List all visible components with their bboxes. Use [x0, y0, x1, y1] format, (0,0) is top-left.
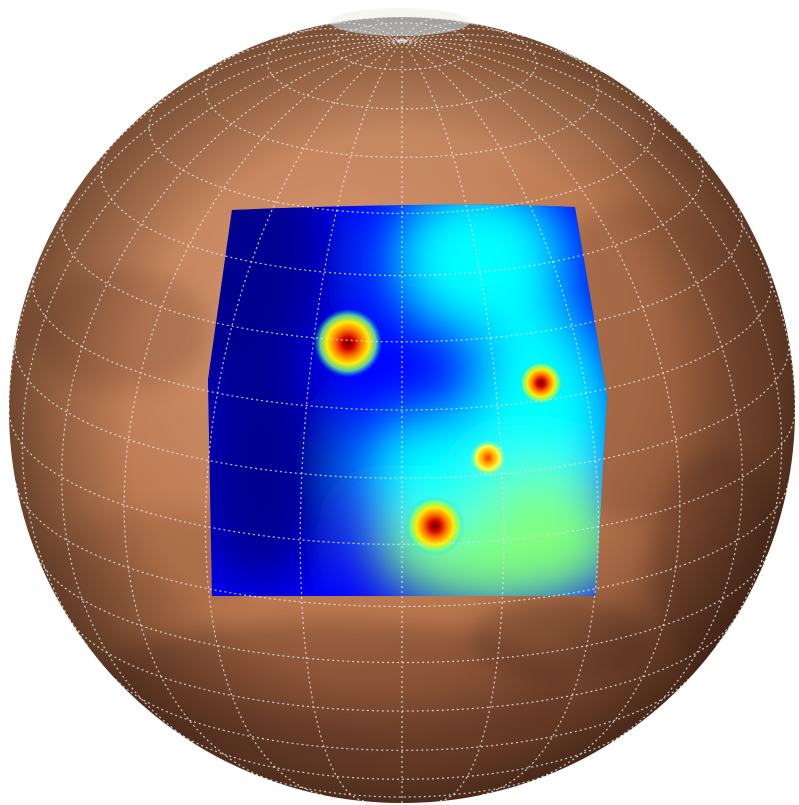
parallel-line	[148, 91, 656, 215]
meridian-line	[367, 18, 403, 42]
meridian-line	[61, 40, 403, 743]
meridian-line	[401, 22, 476, 42]
meridian-line	[401, 40, 600, 796]
parallel-line	[100, 143, 704, 277]
meridian-line	[401, 40, 783, 646]
hotspot-south	[405, 496, 465, 556]
meridian-line	[204, 40, 403, 796]
heatmap-overlay	[208, 204, 607, 596]
meridian-line	[401, 28, 524, 42]
meridian-line	[123, 40, 403, 782]
hotspot-center	[470, 440, 506, 476]
hotspot-east	[519, 361, 563, 405]
parallel-line	[266, 17, 538, 110]
hotspot-northwest	[314, 309, 382, 377]
meridian-line	[21, 40, 403, 646]
meridian-line	[401, 40, 743, 743]
parallel-line	[174, 730, 630, 780]
meridian-line	[280, 28, 403, 42]
meridian-line	[328, 22, 403, 42]
parallel-line	[32, 270, 772, 411]
meridian-line	[94, 38, 403, 166]
graticule	[9, 17, 795, 803]
meridian-line	[401, 18, 437, 42]
meridian-line	[401, 40, 681, 782]
meridian-line	[401, 33, 603, 73]
meridian-line	[201, 33, 403, 73]
hotspots	[314, 309, 563, 556]
parallel-line	[333, 22, 471, 71]
meridian-line	[401, 40, 795, 411]
meridian-line	[401, 38, 710, 166]
parallel-line	[35, 553, 769, 664]
parallel-line	[115, 678, 689, 751]
meridian-line	[9, 40, 403, 411]
